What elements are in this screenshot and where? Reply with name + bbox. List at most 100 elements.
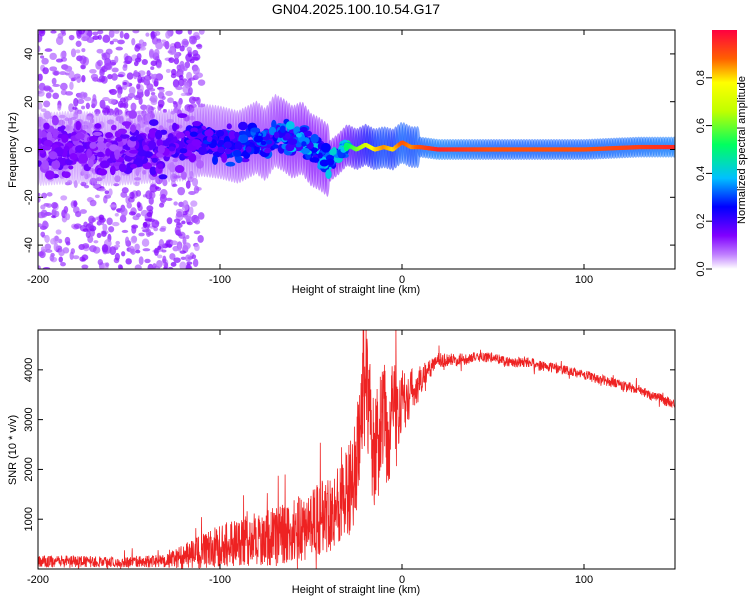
spectrogram-noise-cell xyxy=(153,226,159,232)
spectrogram-cell xyxy=(228,130,236,140)
spectrogram-noise-cell xyxy=(81,264,89,269)
spectrogram-cell xyxy=(62,171,71,179)
spectrogram-noise-cell xyxy=(97,187,106,192)
spectrogram-noise-cell xyxy=(120,191,128,198)
spectrogram-cell xyxy=(224,148,232,155)
spectrogram-ytick-label: 40 xyxy=(23,48,35,60)
spectrogram-noise-cell xyxy=(89,199,97,207)
spectrogram-noise-cell xyxy=(140,104,148,111)
spectrogram-noise-cell xyxy=(177,244,182,252)
spectrogram-noise-cell xyxy=(88,215,95,224)
spectrogram-noise-cell xyxy=(144,258,151,264)
spectrogram-cell xyxy=(165,138,172,143)
spectrogram-noise-cell xyxy=(197,212,205,220)
spectrogram-noise-cell xyxy=(65,91,74,96)
spectrogram-noise-cell xyxy=(64,213,71,221)
snr-series-line xyxy=(38,330,675,569)
spectrogram-noise-cell xyxy=(68,70,75,80)
spectrogram-noise-cell xyxy=(153,78,159,87)
spectrogram-noise-cell xyxy=(141,238,150,247)
spectrogram-noise-cell xyxy=(49,66,58,72)
spectrogram-noise-cell xyxy=(55,36,64,46)
spectrogram-noise-cell xyxy=(42,266,51,269)
spectrogram-cell xyxy=(46,131,53,142)
spectrogram-noise-cell xyxy=(123,32,130,40)
spectrogram-noise-cell xyxy=(152,263,157,269)
spectrogram-noise-cell xyxy=(101,230,107,237)
spectrogram-noise-cell xyxy=(97,259,104,266)
spectrogram-cell xyxy=(57,126,65,132)
spectrogram-noise-cell xyxy=(61,31,67,36)
spectrogram-noise-cell xyxy=(145,228,152,238)
spectrogram-noise-cell xyxy=(70,248,76,255)
spectrogram-noise-cell xyxy=(38,30,46,37)
spectrogram-noise-cell xyxy=(150,92,156,96)
spectrogram-noise-cell xyxy=(133,60,139,67)
spectrogram-cell xyxy=(43,139,53,147)
spectrogram-noise-cell xyxy=(154,48,160,57)
spectrogram-noise-cell xyxy=(138,39,144,45)
spectrogram-noise-cell xyxy=(105,262,110,267)
spectrogram-cell xyxy=(51,159,61,170)
spectrogram-noise-cell xyxy=(157,254,163,259)
spectrogram-cell xyxy=(128,110,138,119)
spectrogram-noise-cell xyxy=(45,86,53,91)
spectrogram-noise-cell xyxy=(187,30,192,35)
spectrogram-noise-cell xyxy=(129,191,135,200)
spectrogram-noise-cell xyxy=(38,196,41,203)
spectrogram-cell xyxy=(273,131,280,139)
spectrogram-noise-cell xyxy=(73,97,79,107)
spectrogram-noise-cell xyxy=(38,73,43,82)
spectrogram-xtick-label: -100 xyxy=(209,274,231,286)
spectrogram-noise-cell xyxy=(148,48,155,58)
spectrogram-noise-cell xyxy=(124,55,133,65)
spectrogram-noise-cell xyxy=(196,43,203,50)
spectrogram-noise-cell xyxy=(59,71,67,76)
spectrogram-cell xyxy=(119,134,130,139)
spectrogram-noise-cell xyxy=(188,77,196,81)
spectrogram-cell xyxy=(87,159,94,168)
spectrogram-noise-cell xyxy=(165,68,171,73)
spectrogram-noise-cell xyxy=(44,48,53,52)
spectrogram-noise-cell xyxy=(119,214,127,223)
spectrogram-noise-cell xyxy=(188,87,193,95)
spectrogram-noise-cell xyxy=(104,190,110,195)
spectrogram-noise-cell xyxy=(134,243,140,251)
spectrogram-cell xyxy=(168,146,176,152)
spectrogram-noise-cell xyxy=(192,177,199,187)
spectrogram-noise-cell xyxy=(150,66,155,70)
spectrogram-cell xyxy=(245,146,252,153)
spectrogram-noise-cell xyxy=(146,205,154,212)
spectrogram-noise-cell xyxy=(38,102,43,110)
spectrogram-noise-cell xyxy=(106,217,113,226)
spectrogram-cell xyxy=(75,145,85,153)
spectrogram-cell xyxy=(137,149,146,157)
spectrogram-noise-cell xyxy=(96,232,102,238)
spectrogram-xtick-label: 0 xyxy=(399,274,405,286)
spectrogram-noise-cell xyxy=(177,186,186,196)
spectrogram-noise-cell xyxy=(179,250,186,254)
colorbar-tick-label: 0.4 xyxy=(695,166,707,181)
spectrogram-noise-cell xyxy=(60,82,68,91)
spectrogram-cell xyxy=(263,147,272,154)
spectrogram-noise-cell xyxy=(82,228,89,232)
spectrogram-cell xyxy=(121,121,132,127)
spectrogram-noise-cell xyxy=(193,230,201,235)
spectrogram-noise-cell xyxy=(162,255,167,264)
spectrogram-noise-cell xyxy=(40,108,47,112)
spectrogram-cell xyxy=(68,165,74,170)
snr-xlabel: Height of straight line (km) xyxy=(292,584,420,596)
spectrogram-cell xyxy=(238,121,248,131)
spectrogram-noise-cell xyxy=(158,239,165,249)
spectrogram-cell xyxy=(75,120,82,131)
spectrogram-noise-cell xyxy=(81,105,86,110)
spectrogram-noise-cell xyxy=(172,183,178,187)
spectrogram-cell xyxy=(216,129,225,137)
spectrogram-noise-cell xyxy=(134,264,142,269)
spectrogram-noise-cell xyxy=(40,231,46,238)
spectrogram-noise-cell xyxy=(173,257,181,263)
spectrogram-noise-cell xyxy=(134,57,142,63)
spectrogram-noise-cell xyxy=(90,73,99,80)
spectrogram-noise-cell xyxy=(197,79,206,86)
